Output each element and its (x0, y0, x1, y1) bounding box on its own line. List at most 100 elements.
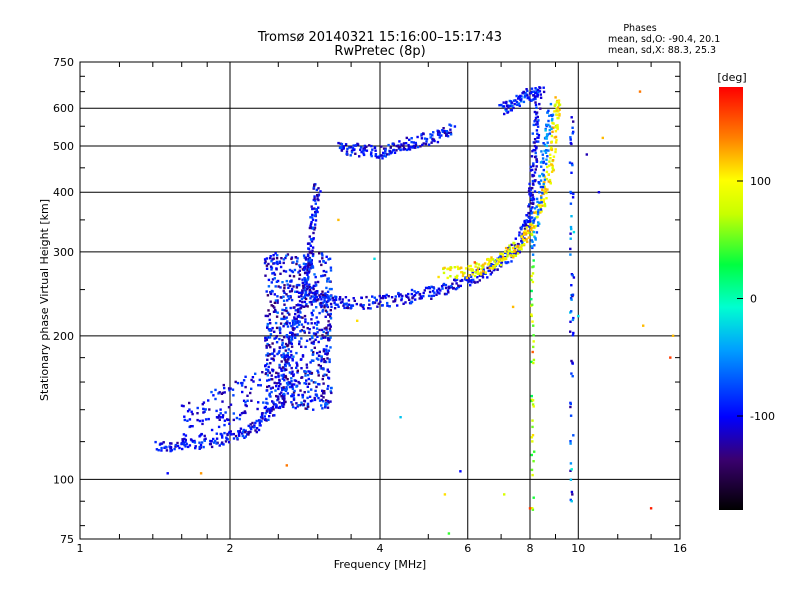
data-point (547, 180, 550, 183)
data-point (449, 268, 452, 272)
data-point (187, 445, 190, 449)
data-point (181, 447, 184, 451)
data-point (268, 257, 272, 260)
data-point (532, 198, 536, 201)
data-point (310, 379, 313, 382)
data-point (356, 143, 360, 146)
data-point (572, 276, 576, 279)
data-point (459, 279, 462, 283)
y-tick-label: 400 (53, 186, 74, 199)
data-point (302, 254, 306, 257)
data-point (432, 294, 436, 297)
data-point (327, 313, 330, 316)
data-point (275, 257, 279, 260)
data-point (430, 285, 433, 288)
data-point (308, 235, 311, 238)
data-point (297, 314, 300, 317)
data-point (285, 306, 288, 310)
data-point (459, 284, 462, 288)
data-point (300, 376, 303, 379)
data-point (201, 403, 204, 406)
data-point (550, 146, 553, 149)
data-point (220, 433, 223, 436)
data-point (320, 358, 323, 361)
data-point (292, 285, 295, 288)
data-point (342, 145, 345, 148)
x-axis-label: Frequency [MHz] (334, 558, 426, 571)
data-point (301, 278, 304, 281)
data-point (264, 372, 267, 376)
data-point (453, 278, 456, 282)
data-point (296, 364, 299, 367)
data-point (275, 371, 278, 375)
data-point (289, 382, 292, 386)
data-point (241, 432, 244, 435)
data-point (523, 227, 527, 230)
data-point (482, 270, 485, 273)
data-point (532, 496, 535, 499)
data-point (533, 226, 536, 230)
data-point (279, 322, 283, 325)
data-point (533, 120, 536, 123)
data-point (431, 290, 435, 293)
data-point (341, 300, 344, 304)
data-point (373, 296, 376, 299)
data-point (312, 287, 315, 291)
data-point (350, 306, 353, 309)
data-point (282, 299, 286, 302)
data-point (276, 254, 279, 257)
data-point (295, 317, 298, 321)
data-point (310, 311, 313, 315)
data-point (531, 202, 535, 205)
data-point (352, 148, 355, 152)
data-point (280, 369, 283, 372)
data-point (541, 188, 544, 191)
data-point (173, 447, 176, 451)
data-point (249, 423, 252, 426)
data-point (260, 414, 264, 417)
data-point (284, 388, 287, 392)
data-point (312, 351, 315, 354)
data-point (437, 275, 440, 279)
y-tick-label: 600 (53, 102, 74, 115)
data-point (183, 437, 186, 441)
data-point (318, 350, 321, 354)
data-point (273, 348, 276, 351)
data-point (354, 152, 357, 155)
data-point (524, 91, 527, 95)
data-point (368, 303, 371, 306)
data-point (287, 297, 291, 301)
data-point (268, 328, 272, 331)
data-point (315, 323, 319, 326)
data-point (313, 273, 316, 276)
data-point (303, 314, 307, 318)
data-point (221, 436, 224, 439)
data-point (479, 271, 483, 274)
data-point (320, 328, 324, 332)
data-point (548, 164, 551, 167)
data-point (267, 354, 270, 357)
data-point (474, 265, 477, 268)
data-point (333, 307, 337, 310)
data-point (517, 251, 520, 254)
data-point (452, 286, 455, 290)
data-point (277, 372, 280, 375)
data-point (272, 359, 275, 362)
data-point (534, 101, 537, 104)
data-point (401, 294, 404, 298)
data-point (275, 326, 279, 330)
data-point (451, 282, 454, 285)
data-point (323, 294, 327, 297)
data-point (532, 90, 535, 93)
y-tick-label: 100 (53, 473, 74, 486)
data-point (329, 390, 332, 393)
data-point (242, 430, 245, 434)
data-point (259, 384, 262, 387)
data-point (321, 310, 324, 313)
data-point (418, 297, 421, 300)
data-point (294, 256, 297, 259)
data-point (454, 275, 457, 279)
data-point (307, 247, 310, 250)
data-point (450, 284, 453, 288)
data-point (533, 207, 537, 210)
